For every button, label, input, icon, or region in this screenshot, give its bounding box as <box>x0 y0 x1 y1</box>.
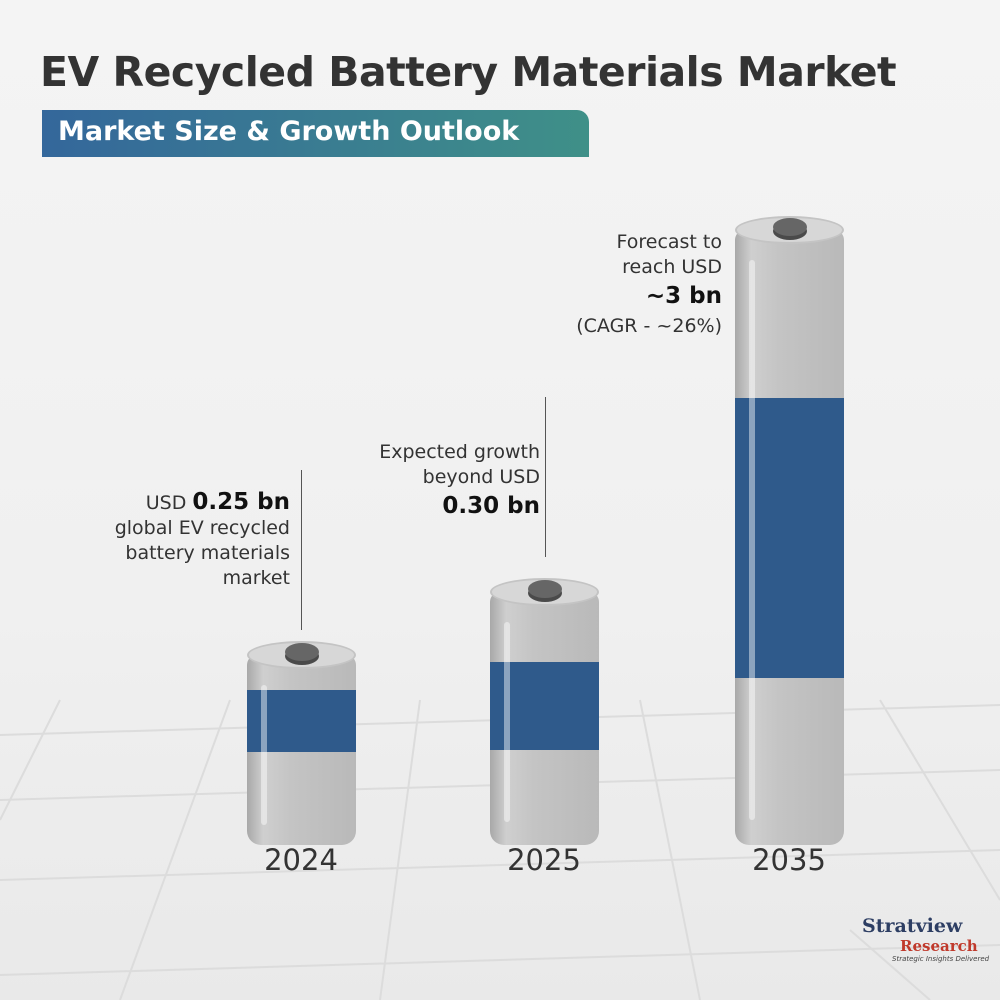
bar-2035 <box>735 216 844 845</box>
x-tick-label: 2025 <box>507 843 581 877</box>
annotation-line: market <box>222 567 290 589</box>
data-label: 0.25 bn <box>192 489 290 515</box>
annotation-2025: Expected growth beyond USD 0.30 bn <box>379 440 540 520</box>
x-tick-label: 2035 <box>752 843 826 877</box>
logo-name: Stratview <box>862 915 963 937</box>
cagr-note: (CAGR - ~26%) <box>576 315 722 337</box>
bar-2024 <box>247 641 356 845</box>
annotation-prefix: USD <box>145 492 187 514</box>
annotation-leader-line <box>545 397 546 557</box>
annotation-line: beyond USD <box>422 466 540 488</box>
annotation-line: Expected growth <box>379 441 540 463</box>
battery-terminal-icon <box>284 643 319 661</box>
subtitle-banner: Market Size & Growth Outlook <box>42 110 589 157</box>
annotation-leader-line <box>301 470 302 630</box>
bar-2025 <box>490 578 599 845</box>
data-label: ~3 bn <box>645 283 722 309</box>
annotation-line: global EV recycled <box>114 517 290 539</box>
battery-terminal-icon <box>527 580 562 598</box>
data-label: 0.30 bn <box>442 493 540 519</box>
annotation-2024: USD 0.25 bn global EV recycled battery m… <box>115 490 290 591</box>
annotation-line: battery materials <box>125 542 290 564</box>
annotation-line: Forecast to <box>616 231 722 253</box>
logo-tagline: Strategic Insights Delivered <box>892 955 990 963</box>
annotation-2035: Forecast to reach USD ~3 bn (CAGR - ~26%… <box>576 230 722 339</box>
annotation-line: reach USD <box>622 256 722 278</box>
battery-terminal-icon <box>772 218 807 236</box>
logo-sub: Research <box>900 937 978 955</box>
page-title: EV Recycled Battery Materials Market <box>40 48 897 96</box>
stratview-logo: Stratview Research Strategic Insights De… <box>862 915 992 963</box>
x-tick-label: 2024 <box>264 843 338 877</box>
